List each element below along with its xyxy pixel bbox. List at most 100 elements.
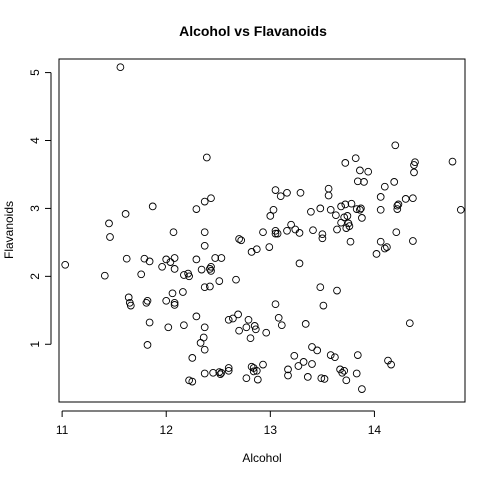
data-point [287, 220, 295, 229]
data-point [235, 326, 243, 335]
data-point [143, 341, 152, 349]
data-point [207, 194, 215, 203]
data-point [271, 229, 280, 238]
data-point [319, 301, 328, 310]
data-point [244, 315, 253, 324]
data-point [259, 360, 267, 369]
data-point [106, 233, 114, 241]
x-tick-label: 11 [56, 423, 69, 437]
chart-title: Alcohol vs Flavanoids [179, 23, 327, 39]
data-point [405, 319, 414, 328]
data-point [313, 346, 322, 355]
data-point [61, 260, 70, 269]
data-point [316, 204, 325, 213]
data-point [391, 141, 400, 150]
data-point [331, 353, 339, 362]
data-point [295, 259, 304, 268]
data-point [353, 351, 362, 359]
data-point [162, 255, 171, 264]
data-point [234, 310, 242, 319]
y-axis-label: Flavanoids [2, 201, 16, 259]
data-point [162, 296, 171, 305]
data-point [235, 235, 243, 243]
data-point [124, 293, 133, 302]
data-point [318, 234, 327, 243]
data-point [217, 368, 226, 377]
data-point [342, 376, 351, 385]
data-point [252, 366, 261, 375]
data-point [290, 351, 299, 360]
x-tick-label: 14 [368, 423, 382, 437]
data-point [105, 219, 113, 228]
data-point [247, 248, 256, 256]
data-point [372, 250, 381, 258]
data-point [100, 271, 109, 280]
data-point [180, 321, 188, 330]
data-point [122, 254, 131, 263]
data-point [266, 212, 275, 220]
data-point [200, 197, 209, 206]
data-point [170, 254, 179, 262]
data-point [148, 202, 157, 211]
y-tick-label: 3 [28, 205, 42, 212]
data-point [380, 182, 389, 191]
data-point [352, 369, 361, 378]
data-point [269, 205, 278, 214]
data-point [284, 365, 292, 374]
data-point [140, 254, 149, 263]
data-point [229, 314, 237, 323]
data-point [199, 333, 208, 342]
data-point [200, 369, 209, 378]
data-point [356, 166, 364, 175]
data-point [376, 193, 385, 201]
data-point [271, 186, 280, 194]
data-point [250, 322, 259, 330]
data-point [346, 237, 355, 246]
data-point [116, 63, 125, 72]
data-point [121, 210, 130, 218]
data-point [294, 362, 303, 370]
data-point [197, 265, 206, 274]
data-point [200, 323, 209, 332]
y-axis: 1 2 3 4 5 [28, 69, 52, 348]
data-point [277, 321, 286, 330]
data-point [409, 237, 417, 245]
data-point [215, 277, 224, 285]
data-point [158, 262, 166, 271]
data-point [137, 270, 146, 279]
y-tick-label: 4 [28, 137, 42, 144]
x-axis-label: Alcohol [242, 451, 281, 465]
data-point [180, 271, 188, 279]
data-point [217, 254, 226, 262]
data-point [401, 195, 410, 203]
data-point [274, 313, 283, 322]
data-point [411, 158, 419, 167]
data-point [202, 153, 211, 162]
data-point [224, 364, 233, 372]
data-point [262, 328, 271, 337]
data-point [192, 312, 201, 321]
data-point [390, 178, 399, 186]
data-point [249, 367, 258, 376]
data-point [380, 244, 389, 253]
data-point [200, 228, 209, 237]
data-point [358, 214, 366, 222]
data-point [224, 366, 233, 375]
data-point [326, 351, 335, 359]
data-point [284, 371, 292, 380]
data-point [283, 226, 291, 235]
data-point [207, 262, 215, 271]
data-point [166, 258, 175, 266]
data-points [61, 63, 465, 393]
data-point [356, 205, 364, 214]
data-point [200, 345, 209, 354]
data-point [168, 289, 177, 298]
data-point [324, 191, 333, 200]
data-point [271, 300, 280, 309]
data-point [337, 202, 345, 211]
data-point [324, 184, 333, 193]
y-tick-label: 1 [28, 341, 42, 348]
data-point [376, 205, 385, 214]
data-point [347, 199, 356, 208]
